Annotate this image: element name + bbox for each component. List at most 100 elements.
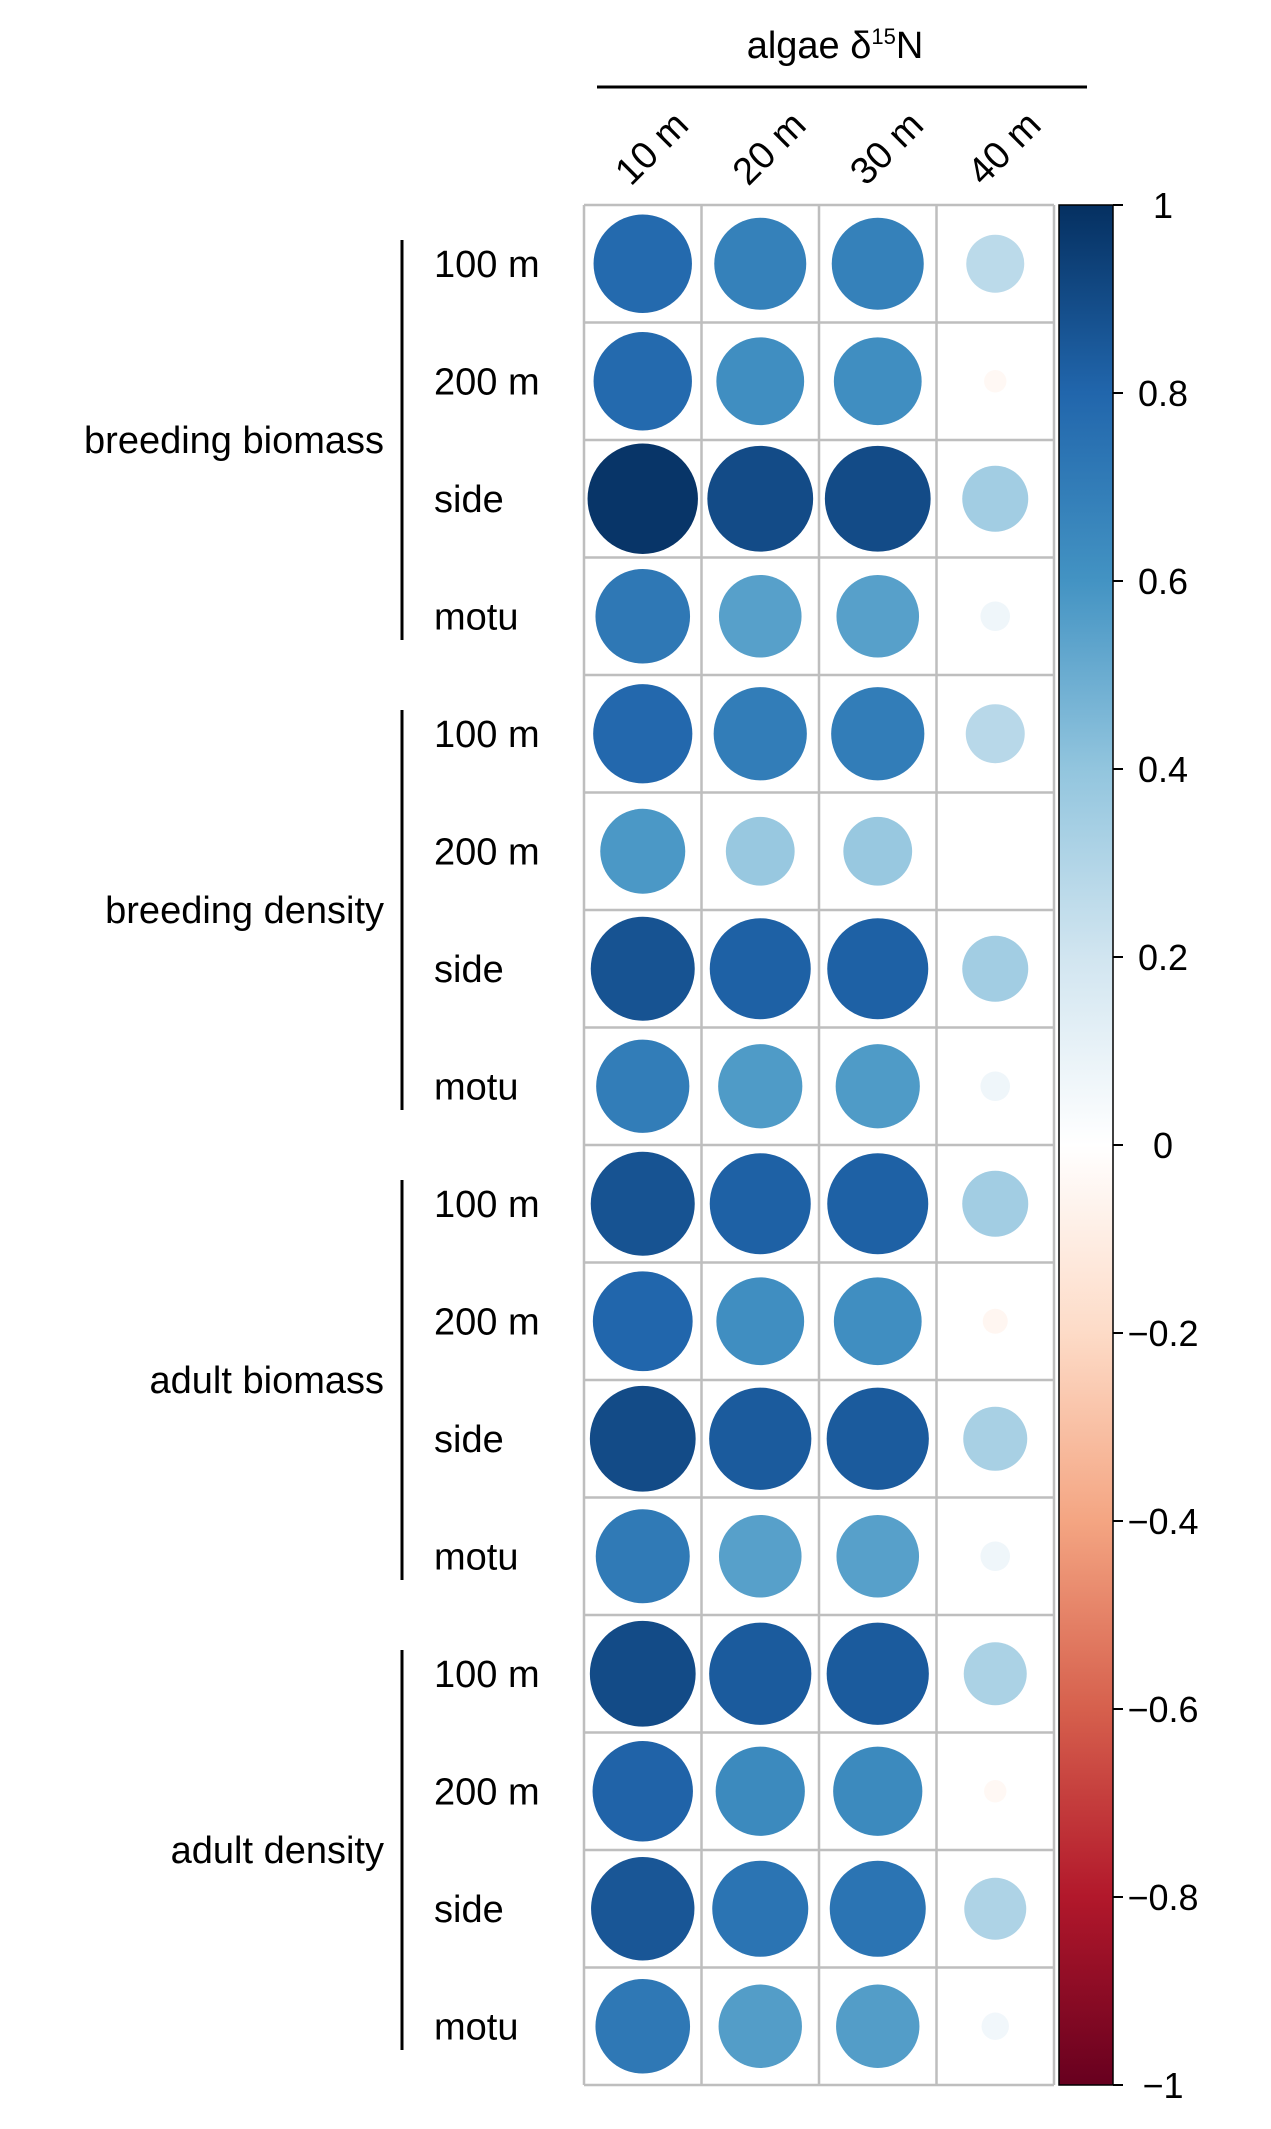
chart-title: algae δ15N: [747, 24, 924, 67]
correlation-circle: [716, 1277, 805, 1366]
colorbar-tick-label: 0.8: [1138, 373, 1188, 414]
correlation-circle: [709, 1387, 812, 1490]
column-label: 30 m: [842, 104, 931, 193]
correlation-circle: [965, 704, 1025, 764]
column-label: 10 m: [607, 104, 696, 193]
correlation-circle: [962, 935, 1029, 1002]
correlation-circle: [713, 687, 807, 781]
column-label: 40 m: [960, 104, 1049, 193]
correlation-circle: [963, 1642, 1027, 1706]
correlation-circle: [725, 816, 795, 886]
colorbar-tick-label: 1: [1153, 185, 1173, 226]
correlation-circle: [593, 684, 693, 784]
row-label: motu: [434, 1536, 518, 1578]
correlation-circle: [835, 1044, 920, 1129]
correlation-circle: [709, 918, 811, 1020]
row-label: 200 m: [434, 1301, 540, 1343]
correlation-circle: [595, 1509, 690, 1604]
correlation-circle: [833, 1277, 922, 1366]
correlation-circle: [964, 1877, 1027, 1940]
row-label: 200 m: [434, 361, 540, 403]
correlation-circle: [829, 1860, 926, 1957]
correlation-circle: [589, 1385, 696, 1492]
correlation-circle: [984, 1780, 1007, 1803]
row-label: 200 m: [434, 831, 540, 873]
correlation-circle: [831, 217, 924, 310]
group-label: breeding density: [105, 890, 384, 932]
colorbar-tick-label: −0.8: [1127, 1877, 1198, 1918]
correlation-circle: [980, 1071, 1011, 1102]
correlation-circle: [718, 574, 802, 658]
row-label: motu: [434, 2006, 518, 2048]
correlation-circle: [984, 370, 1007, 393]
correlation-circle: [718, 1514, 802, 1598]
correlation-circle: [592, 1271, 693, 1372]
correlation-circle: [592, 1741, 693, 1842]
correlation-circle: [826, 1387, 929, 1490]
correlation-circle: [590, 1151, 695, 1256]
group-label: breeding biomass: [84, 420, 384, 462]
correlation-circle: [962, 1170, 1029, 1237]
correlation-circle: [716, 337, 805, 426]
correlation-circle: [981, 2012, 1009, 2040]
correlation-circle: [980, 1541, 1011, 1572]
colorbar-tick-label: 0.4: [1138, 749, 1188, 790]
correlation-circle: [712, 1860, 809, 1957]
correlation-circle: [718, 1044, 803, 1129]
correlation-circle: [707, 445, 814, 552]
correlation-circle: [962, 465, 1029, 532]
row-label: 100 m: [434, 1184, 540, 1226]
row-label: side: [434, 1889, 504, 1931]
colorbar-tick-label: 0.2: [1138, 937, 1188, 978]
correlation-circle: [827, 918, 929, 1020]
colorbar-tick-label: −0.4: [1127, 1501, 1198, 1542]
correlation-circle: [589, 1620, 696, 1727]
column-label: 20 m: [725, 104, 814, 193]
correlation-circle: [587, 443, 698, 554]
row-label: side: [434, 479, 504, 521]
row-label: side: [434, 949, 504, 991]
correlation-circle: [600, 808, 686, 894]
correlation-circle: [827, 1153, 929, 1255]
correlation-circle: [836, 1514, 920, 1598]
correlation-circle: [963, 1406, 1028, 1471]
correlation-circle: [709, 1622, 812, 1725]
correlation-circle: [714, 217, 807, 310]
row-label: 200 m: [434, 1771, 540, 1813]
correlation-circle: [836, 574, 920, 658]
correlation-circle: [590, 916, 695, 1021]
group-label: adult density: [171, 1830, 384, 1872]
colorbar: [1058, 204, 1114, 2086]
correlation-circle: [966, 234, 1025, 293]
correlation-circle: [980, 601, 1011, 632]
correlation-circle: [596, 1039, 690, 1133]
correlation-circle: [843, 816, 913, 886]
colorbar-tick-label: −0.2: [1127, 1313, 1198, 1354]
correlation-circle: [718, 1984, 802, 2068]
group-label: adult biomass: [150, 1360, 384, 1402]
correlation-circle: [824, 445, 931, 552]
row-label: motu: [434, 1066, 518, 1108]
correlation-circle: [982, 1308, 1008, 1334]
row-label: 100 m: [434, 244, 540, 286]
correlation-circle: [709, 1153, 811, 1255]
correlation-circle: [715, 1746, 805, 1836]
correlation-circle: [833, 337, 922, 426]
correlation-circle: [595, 1978, 691, 2074]
row-label: side: [434, 1419, 504, 1461]
correlation-circle: [833, 1746, 923, 1836]
correlation-circle: [826, 1622, 929, 1725]
correlation-circle: [836, 1984, 920, 2068]
colorbar-tick-label: 0.6: [1138, 561, 1188, 602]
correlation-circle: [593, 332, 692, 431]
correlation-circle: [595, 568, 691, 664]
correlation-circle: [593, 214, 692, 313]
colorbar-tick-label: −0.6: [1127, 1689, 1198, 1730]
colorbar-tick-label: 0: [1153, 1125, 1173, 1166]
correlation-circle: [831, 687, 925, 781]
row-label: 100 m: [434, 714, 540, 756]
row-label: motu: [434, 596, 518, 638]
row-label: 100 m: [434, 1654, 540, 1696]
colorbar-tick-label: −1: [1142, 2065, 1183, 2106]
